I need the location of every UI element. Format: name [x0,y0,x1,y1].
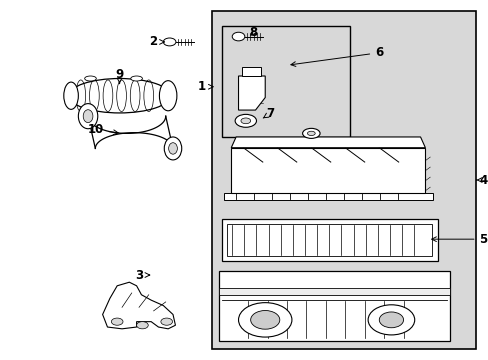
Text: 10: 10 [87,123,118,136]
Ellipse shape [159,81,177,111]
Ellipse shape [168,143,177,154]
Bar [227,224,431,256]
Ellipse shape [235,114,256,127]
Text: 7: 7 [263,107,274,120]
Bar [221,26,349,137]
Ellipse shape [250,311,279,329]
Ellipse shape [367,305,414,335]
Ellipse shape [164,137,182,160]
Bar [211,12,475,348]
Ellipse shape [379,312,403,328]
Text: 5: 5 [431,233,487,246]
Text: 3: 3 [135,269,149,282]
Ellipse shape [84,76,96,81]
Ellipse shape [63,82,78,109]
Ellipse shape [232,32,244,41]
Bar [219,288,449,295]
Ellipse shape [161,318,172,325]
Bar [219,271,449,341]
Text: 4: 4 [476,174,487,186]
Ellipse shape [136,321,148,329]
Text: 8: 8 [248,27,257,40]
Bar [242,67,260,76]
Text: 1: 1 [198,80,213,93]
Ellipse shape [111,318,123,325]
Ellipse shape [68,78,170,113]
Text: 2: 2 [149,35,164,49]
Ellipse shape [78,104,98,129]
Polygon shape [231,137,425,148]
Bar [231,148,425,193]
Ellipse shape [83,110,93,123]
Ellipse shape [302,129,320,138]
Ellipse shape [163,38,176,46]
Text: 9: 9 [115,68,123,84]
Ellipse shape [307,131,315,135]
Ellipse shape [238,303,291,337]
Polygon shape [238,76,264,110]
Bar [224,193,432,200]
Ellipse shape [241,118,250,124]
Ellipse shape [130,76,142,81]
Bar [221,220,437,261]
Text: 6: 6 [290,46,383,67]
Polygon shape [102,282,175,329]
